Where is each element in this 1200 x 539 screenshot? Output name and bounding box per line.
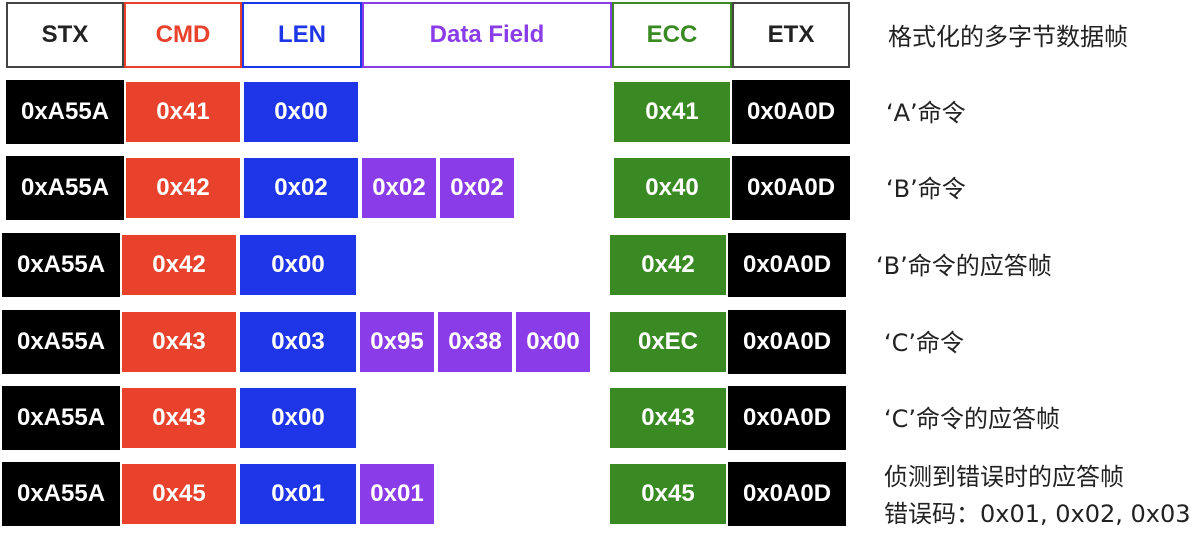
row-1-len: 0x02 (242, 156, 360, 220)
row-5-len: 0x01 (238, 462, 358, 526)
row-1-cmd: 0x42 (124, 156, 242, 220)
row-0-etx: 0x0A0D (732, 80, 850, 144)
header-stx: STX (6, 2, 124, 68)
row-5-etx: 0x0A0D (728, 462, 846, 526)
row-1-ecc: 0x40 (612, 156, 732, 220)
row-4-len: 0x00 (238, 386, 358, 450)
header-len: LEN (242, 2, 362, 68)
header-data-field: Data Field (362, 2, 612, 68)
row-2-ecc: 0x42 (608, 233, 728, 297)
row-2-cmd: 0x42 (120, 233, 238, 297)
header-cmd: CMD (124, 2, 242, 68)
row-3-len: 0x03 (238, 310, 358, 374)
row-3-ecc: 0xEC (608, 310, 728, 374)
row-2-len: 0x00 (238, 233, 358, 297)
row-5-ecc: 0x45 (608, 462, 728, 526)
row-2-label: ‘B’命令的应答帧 (876, 252, 1052, 280)
row-0-len: 0x00 (242, 80, 360, 144)
row-1-label: ‘B’命令 (886, 175, 966, 203)
row-3-cmd: 0x43 (120, 310, 238, 374)
row-5-label: 侦测到错误时的应答帧 (884, 463, 1124, 491)
row-4-etx: 0x0A0D (728, 386, 846, 450)
row-3-stx: 0xA55A (2, 310, 120, 374)
row-0-ecc: 0x41 (612, 80, 732, 144)
row-1-data-1: 0x02 (438, 156, 516, 220)
row-1-etx: 0x0A0D (732, 156, 850, 220)
row-1-stx: 0xA55A (6, 156, 124, 220)
row-3-label: ‘C’命令 (884, 329, 965, 357)
row-4-label: ‘C’命令的应答帧 (884, 405, 1061, 433)
header-label: 格式化的多字节数据帧 (888, 23, 1128, 51)
row-0-label: ‘A’命令 (886, 99, 966, 127)
header-ecc: ECC (612, 2, 732, 68)
row-5-stx: 0xA55A (2, 462, 120, 526)
row-3-data-0: 0x95 (358, 310, 436, 374)
row-0-stx: 0xA55A (6, 80, 124, 144)
row-5-data-0: 0x01 (358, 462, 436, 526)
row-4-stx: 0xA55A (2, 386, 120, 450)
row-3-data-1: 0x38 (436, 310, 514, 374)
row-1-data-0: 0x02 (360, 156, 438, 220)
row-2-etx: 0x0A0D (728, 233, 846, 297)
row-5-label-error-codes: 错误码：0x01, 0x02, 0x03 (884, 500, 1191, 528)
row-3-etx: 0x0A0D (728, 310, 846, 374)
row-3-data-2: 0x00 (514, 310, 592, 374)
row-4-ecc: 0x43 (608, 386, 728, 450)
row-5-cmd: 0x45 (120, 462, 238, 526)
header-etx: ETX (732, 2, 850, 68)
row-2-stx: 0xA55A (2, 233, 120, 297)
row-4-cmd: 0x43 (120, 386, 238, 450)
row-0-cmd: 0x41 (124, 80, 242, 144)
